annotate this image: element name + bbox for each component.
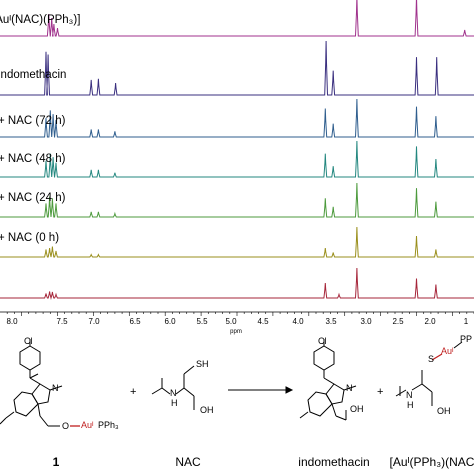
x-tick-label: 7.5 xyxy=(56,317,68,326)
x-axis-label: ppm xyxy=(230,329,242,335)
x-tick-label: 4.5 xyxy=(257,317,269,326)
caption-product: [Auᴵ(PPh₃)(NAC xyxy=(389,455,474,469)
reaction-arrow xyxy=(228,386,294,394)
atom-au: Auᴵ xyxy=(81,420,94,430)
atom-oh: OH xyxy=(437,406,451,416)
x-tick-label: 8.0 xyxy=(6,317,18,326)
atom-oh: OH xyxy=(350,404,364,414)
series-label-nac-24h: + NAC (24 h) xyxy=(0,192,66,204)
structure-nac xyxy=(151,365,195,410)
atom-oh: OH xyxy=(200,405,214,415)
s-au-bond xyxy=(431,353,443,361)
au-p-bond xyxy=(453,341,463,349)
series-label-nac-0h: + NAC (0 h) xyxy=(0,232,60,244)
x-tick-label: 6.0 xyxy=(164,317,176,326)
plus-sign-2: + xyxy=(377,386,384,398)
atom-h: H xyxy=(407,400,414,410)
atom-sh: SH xyxy=(196,359,209,369)
atom-cl: Cl xyxy=(318,336,327,346)
series-label-nac-72h: + NAC (72 h) xyxy=(0,115,66,127)
caption-compound-1: 1 xyxy=(52,455,60,469)
atom-nh: N xyxy=(170,388,177,398)
plus-sign-1: + xyxy=(130,386,137,398)
atom-pph3: PPh₃ xyxy=(98,420,119,430)
x-tick-label: 7.0 xyxy=(88,317,100,326)
atom-pp: PP xyxy=(460,334,473,344)
spectrum-trace-4 xyxy=(0,182,474,218)
structure-indomethacin xyxy=(299,339,357,421)
x-tick-label: 5.5 xyxy=(196,317,208,326)
caption-nac: NAC xyxy=(175,455,201,469)
atom-n: N xyxy=(346,383,353,393)
reaction-scheme xyxy=(0,339,463,427)
x-tick-label: 4.0 xyxy=(292,317,304,326)
spectrum-trace-1 xyxy=(0,40,474,96)
x-tick-label: 3.0 xyxy=(360,317,372,326)
structure-au-pph3-nac xyxy=(395,370,433,406)
atom-s: S xyxy=(428,354,435,364)
x-tick-label: 3.5 xyxy=(325,317,337,326)
x-tick-label: 6.5 xyxy=(129,317,141,326)
spectrum-trace-5 xyxy=(0,226,474,258)
structure-compound-1 xyxy=(0,339,63,427)
x-tick-label: 1 xyxy=(463,317,469,326)
series-label-indomethacin: indomethacin xyxy=(0,69,67,81)
atom-cl: Cl xyxy=(24,336,33,346)
atom-h: H xyxy=(171,398,178,408)
spectrum-trace-3 xyxy=(0,140,474,178)
spectrum-trace-2 xyxy=(0,98,474,138)
atom-nh: N xyxy=(406,390,413,400)
caption-indomethacin: indomethacin xyxy=(298,455,370,469)
spectrum-trace-0 xyxy=(0,0,474,37)
x-tick-label: 2.0 xyxy=(424,317,436,326)
atom-o: O xyxy=(62,421,70,431)
atom-n: N xyxy=(52,383,59,393)
series-label-nac-48h: + NAC (48 h) xyxy=(0,153,66,165)
series-label-au-nac-pph3: [Auᴵ(NAC)(PPh₃)] xyxy=(0,14,81,26)
spectrum-trace-6 xyxy=(0,267,474,300)
x-tick-label: 2.5 xyxy=(392,317,404,326)
x-tick-label: 5.0 xyxy=(225,317,237,326)
atom-au: Auᴵ xyxy=(441,346,454,356)
